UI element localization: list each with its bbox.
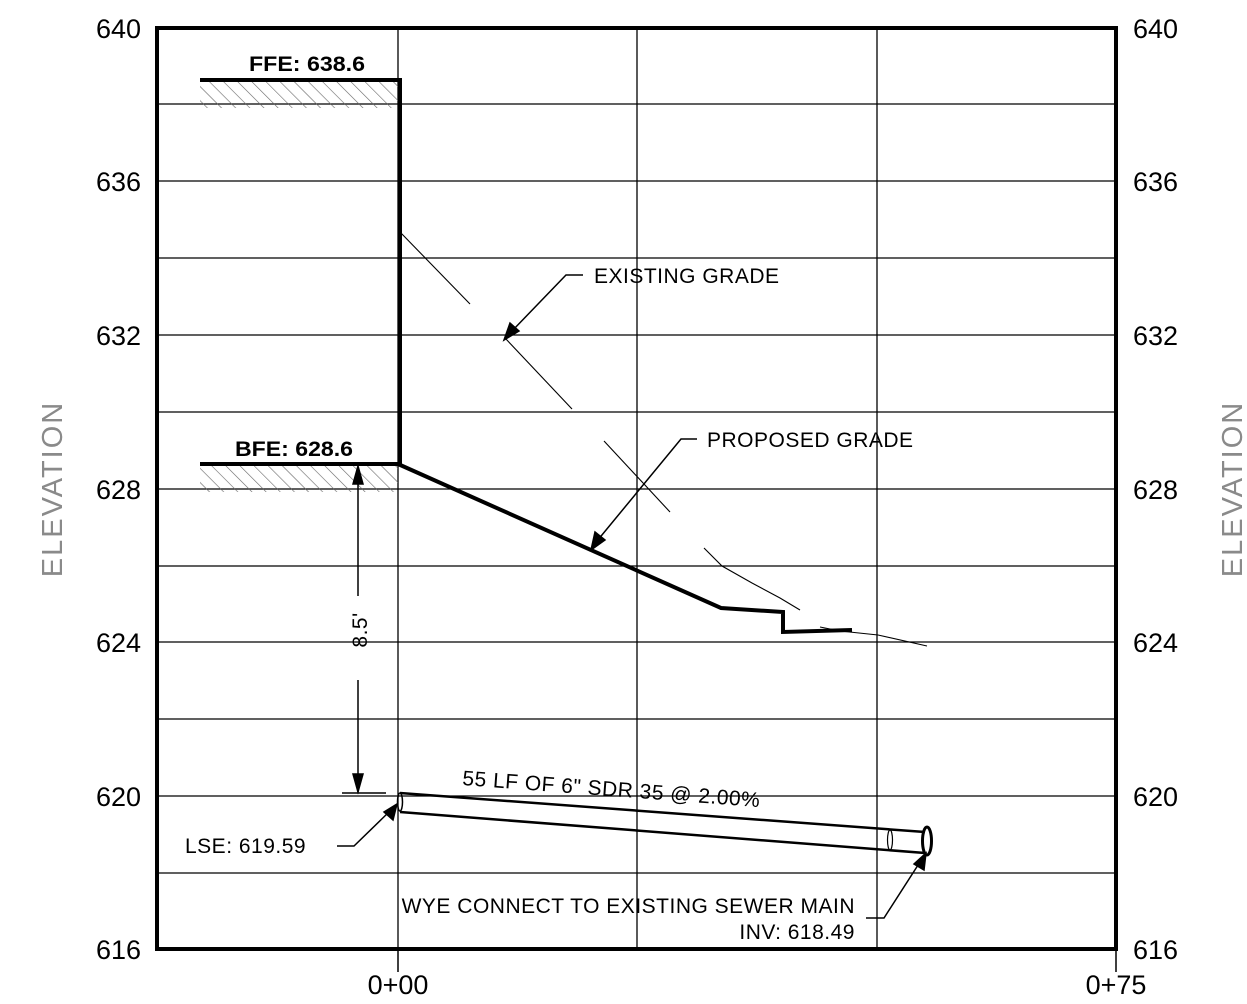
right-tick-620: 620	[1133, 782, 1178, 812]
proposed-grade-label: PROPOSED GRADE	[707, 429, 914, 452]
right-tick-640: 640	[1133, 14, 1178, 44]
existing-grade-leader	[502, 274, 583, 342]
right-tick-616: 616	[1133, 935, 1178, 965]
wye-label-line2: INV: 618.49	[739, 921, 855, 944]
right-tick-636: 636	[1133, 167, 1178, 197]
left-tick-616: 616	[96, 935, 141, 965]
left-tick-640: 640	[96, 14, 141, 44]
depth-label: 8.5'	[349, 612, 372, 647]
existing-grade-label: EXISTING GRADE	[594, 265, 780, 288]
left-tick-636: 636	[96, 167, 141, 197]
bfe-label: BFE: 628.6	[235, 438, 353, 461]
right-tick-632: 632	[1133, 321, 1178, 351]
left-elevation-labels: 640 636 632 628 624 620 616	[96, 14, 141, 965]
left-tick-620: 620	[96, 782, 141, 812]
pipe-label: 55 LF OF 6" SDR 35 @ 2.00%	[462, 767, 761, 812]
left-tick-632: 632	[96, 321, 141, 351]
left-tick-628: 628	[96, 475, 141, 505]
building-outline	[200, 78, 402, 466]
ffe-label: FFE: 638.6	[249, 53, 365, 76]
wye-leader	[866, 851, 927, 919]
left-tick-624: 624	[96, 628, 141, 658]
proposed-grade-leader	[589, 438, 697, 552]
lse-leader	[337, 802, 399, 847]
ffe-hatch	[200, 80, 398, 108]
left-axis-title: ELEVATION	[37, 401, 69, 577]
station-ticks	[397, 949, 1117, 972]
bfe-hatch	[200, 465, 398, 492]
sewer-pipe	[396, 791, 933, 857]
right-tick-624: 624	[1133, 628, 1178, 658]
depth-dimension	[342, 463, 386, 795]
wye-label-line1: WYE CONNECT TO EXISTING SEWER MAIN	[402, 895, 855, 918]
right-axis-title: ELEVATION	[1217, 401, 1247, 577]
right-tick-628: 628	[1133, 475, 1178, 505]
station-label-0-00: 0+00	[368, 970, 429, 1000]
station-label-0-75: 0+75	[1086, 970, 1147, 1000]
proposed-grade-line	[397, 462, 853, 635]
lse-label: LSE: 619.59	[185, 835, 306, 858]
profile-frame	[155, 26, 1118, 951]
right-elevation-labels: 640 636 632 628 624 620 616	[1133, 14, 1178, 965]
